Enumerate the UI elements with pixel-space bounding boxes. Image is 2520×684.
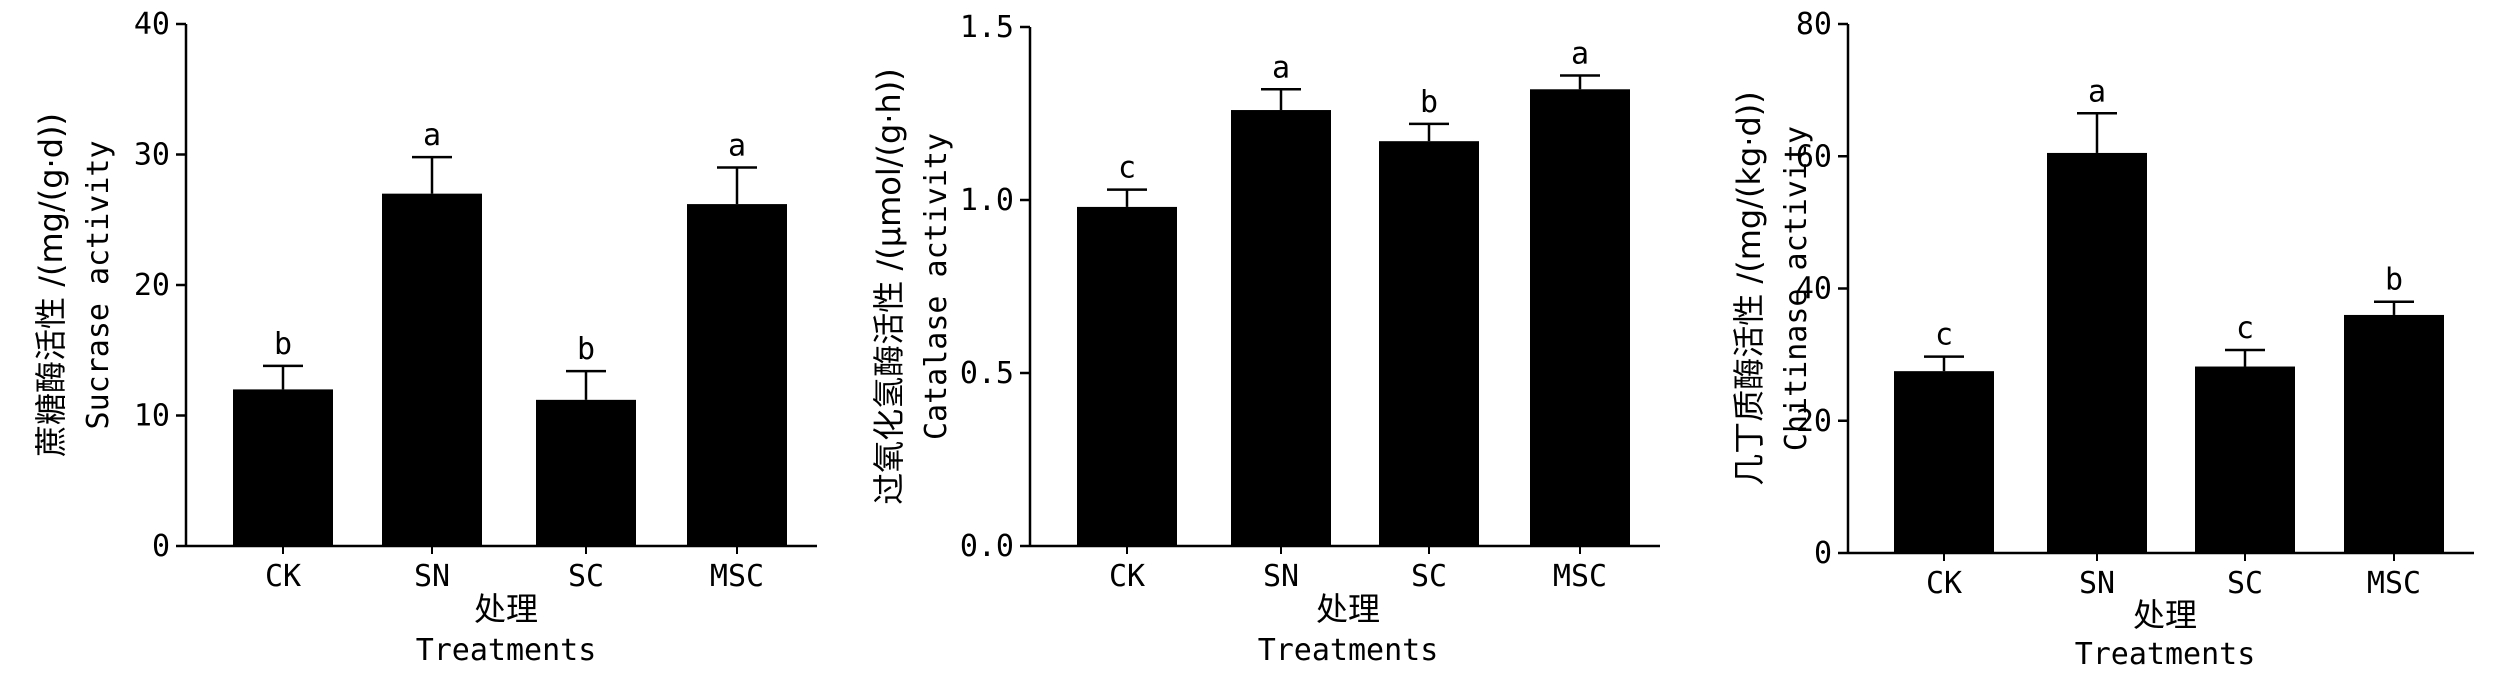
y-axis-label-en: Sucrase activity [81, 141, 116, 430]
bar-msc [1530, 89, 1630, 546]
significance-label: a [1272, 50, 1290, 85]
x-axis-label-en: Treatments [2075, 637, 2256, 672]
y-tick-label: 1.5 [960, 10, 1014, 45]
x-tick-label: SN [1263, 559, 1299, 594]
y-tick-label: 40 [134, 7, 170, 42]
y-tick-label: 0 [152, 529, 170, 564]
y-tick-label: 0.5 [960, 356, 1014, 391]
y-tick-label: 10 [134, 399, 170, 434]
y-tick-label: 1.0 [960, 183, 1014, 218]
bar-sn [382, 193, 482, 546]
x-tick-label: CK [265, 559, 301, 594]
x-tick-label: SC [568, 559, 604, 594]
chart-panel-3: 0 20 40 60 80 c CK a SN c SC b MSC 几丁质酶活性 /(mg/(kg·d)… [1730, 7, 2474, 672]
significance-label: a [423, 118, 441, 153]
chart-panel-1: 0 10 20 30 40 b CK a SN b SC a MSC 蔗糖酶活性 /(mg/(g·d)) S… [32, 7, 817, 668]
bar-sn [2047, 152, 2147, 553]
significance-label: c [2236, 311, 2254, 346]
y-axis-label-cn: 几丁质酶活性 /(mg/(kg·d)) [1730, 91, 1768, 486]
x-tick-label: MSC [1553, 559, 1607, 594]
y-tick-label: 60 [1796, 139, 1832, 174]
bar-ck [1077, 206, 1177, 547]
significance-label: b [577, 332, 595, 367]
x-tick-label: MSC [2367, 566, 2421, 601]
y-tick-label: 0.0 [960, 529, 1014, 564]
y-tick-label: 20 [1796, 404, 1832, 439]
x-axis-label-en: Treatments [1258, 633, 1439, 668]
significance-label: a [1571, 36, 1589, 71]
y-tick-label: 30 [134, 138, 170, 173]
bar-ck [1894, 371, 1994, 553]
x-tick-label: CK [1926, 566, 1962, 601]
y-axis-label-en: Catalase activity [919, 133, 954, 440]
y-tick-label: 40 [1796, 272, 1832, 307]
bar-ck [233, 389, 333, 546]
significance-label: a [2088, 74, 2106, 109]
significance-label: c [1118, 151, 1136, 186]
bar-sc [1379, 141, 1479, 546]
chart-panel-2: 0.0 0.5 1.0 1.5 c CK a SN b SC a MSC 过氧化氢酶活性 /(μmol/… [870, 10, 1660, 668]
bar-msc [2344, 314, 2444, 553]
y-tick-label: 0 [1814, 536, 1832, 571]
significance-label: b [2385, 263, 2403, 298]
y-axis-label-en: Chitinase activity [1779, 126, 1814, 451]
x-axis-label-cn: 处理 [2133, 596, 2197, 634]
significance-label: c [1935, 318, 1953, 353]
y-axis-label-cn: 蔗糖酶活性 /(mg/(g·d)) [32, 113, 70, 457]
bar-sc [2195, 366, 2295, 553]
x-tick-label: SN [414, 559, 450, 594]
significance-label: a [728, 129, 746, 164]
significance-label: b [274, 327, 292, 362]
x-tick-label: MSC [710, 559, 764, 594]
x-axis-label-cn: 处理 [1316, 590, 1380, 628]
y-tick-label: 80 [1796, 7, 1832, 42]
bar-sn [1231, 110, 1331, 546]
x-tick-label: SN [2079, 566, 2115, 601]
bar-msc [687, 204, 787, 546]
x-axis-label-cn: 处理 [474, 590, 538, 628]
y-tick-label: 20 [134, 268, 170, 303]
y-axis-label-cn: 过氧化氢酶活性 /(μmol/(g·h)) [870, 68, 908, 504]
x-axis-label-en: Treatments [416, 633, 597, 668]
bar-sc [536, 399, 636, 546]
significance-label: b [1420, 85, 1438, 120]
x-tick-label: SC [2227, 566, 2263, 601]
x-tick-label: SC [1411, 559, 1447, 594]
x-tick-label: CK [1109, 559, 1145, 594]
